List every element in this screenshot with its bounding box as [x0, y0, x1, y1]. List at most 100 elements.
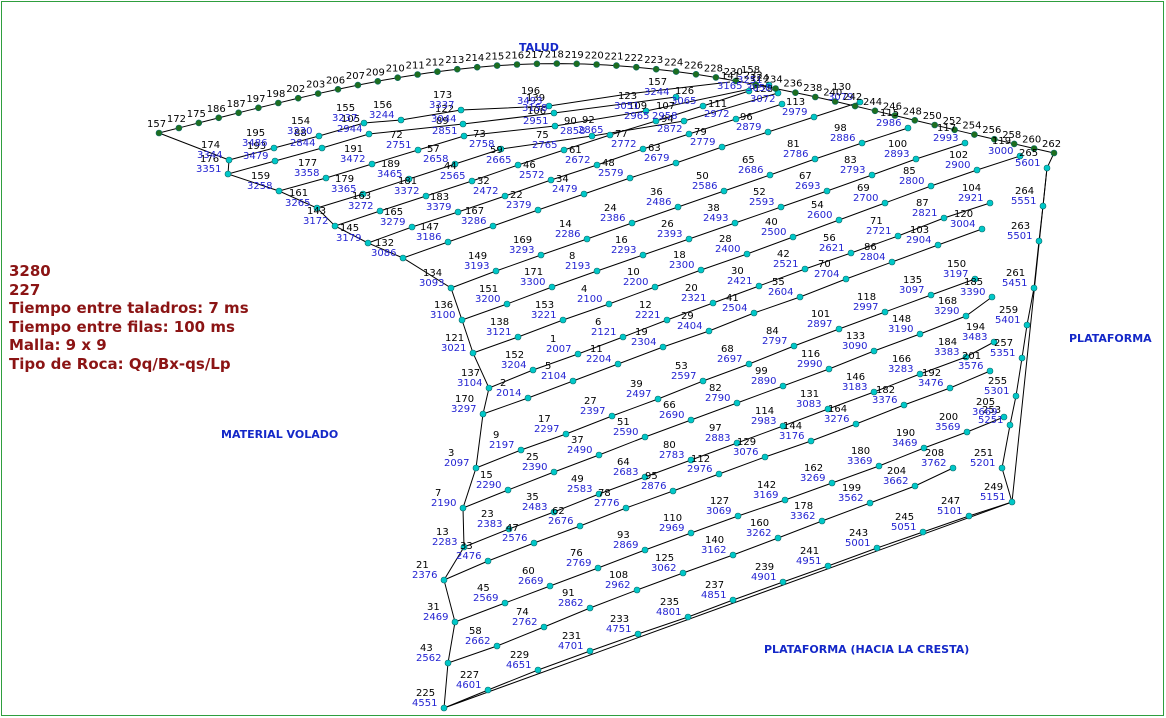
- hole-time-label: 2986: [876, 118, 901, 129]
- hole-id-label: 31: [427, 602, 440, 613]
- hole-id-label: 170: [455, 394, 474, 405]
- hole-time-label: 2897: [807, 319, 832, 330]
- blast-hole-marker: [594, 564, 602, 572]
- tie-line-row: [278, 84, 770, 192]
- hole-id-label: 91: [562, 588, 575, 599]
- crest-hole-marker: [573, 60, 581, 68]
- hole-id-label: 104: [962, 183, 981, 194]
- blast-hole-marker: [946, 384, 954, 392]
- crest-hole-id-label: 228: [704, 63, 723, 74]
- hole-id-label: 74: [516, 607, 529, 618]
- hole-time-label: 2721: [866, 226, 891, 237]
- hole-id-label: 128: [754, 84, 773, 95]
- total-time: 3280: [9, 262, 51, 280]
- hole-id-label: 138: [490, 317, 509, 328]
- hole-id-label: 161: [289, 188, 308, 199]
- hole-time-label: 2383: [477, 519, 502, 530]
- hole-time-label: 3283: [888, 364, 913, 375]
- hole-time-label: 2097: [444, 458, 469, 469]
- hole-time-label: 2379: [506, 200, 531, 211]
- hole-id-label: 144: [783, 421, 802, 432]
- hole-id-label: 70: [818, 259, 831, 270]
- blast-hole-marker: [459, 504, 467, 512]
- hole-time-label: 5601: [1015, 158, 1040, 169]
- blast-hole-marker: [376, 207, 384, 215]
- hole-time-label: 5551: [1011, 196, 1036, 207]
- hole-id-label: 241: [800, 546, 819, 557]
- blast-hole-marker: [1018, 354, 1026, 362]
- blast-hole-marker: [619, 333, 627, 341]
- hole-id-label: 15: [480, 470, 493, 481]
- blast-hole-marker: [225, 156, 233, 164]
- hole-time-label: 2900: [945, 160, 970, 171]
- hole-id-label: 89: [436, 116, 449, 127]
- hole-id-label: 183: [430, 192, 449, 203]
- hole-id-label: 55: [772, 277, 785, 288]
- blast-hole-marker: [271, 157, 279, 165]
- hole-time-label: 2872: [657, 124, 682, 135]
- hole-id-label: 17: [538, 414, 551, 425]
- blast-hole-marker: [608, 412, 616, 420]
- blast-hole-marker: [641, 546, 649, 554]
- hole-id-label: 46: [523, 160, 536, 171]
- blast-hole-marker: [365, 130, 373, 138]
- hole-time-label: 2965: [624, 111, 649, 122]
- hole-id-label: 149: [468, 251, 487, 262]
- blast-hole-marker: [593, 267, 601, 275]
- hole-time-label: 3051: [614, 101, 639, 112]
- hole-time-label: 3230: [287, 126, 312, 137]
- hole-id-label: 137: [461, 368, 480, 379]
- hole-time-label: 3000: [988, 146, 1013, 157]
- crest-hole-marker: [871, 107, 879, 115]
- crest-hole-marker: [971, 131, 978, 138]
- hole-id-label: 52: [753, 187, 766, 198]
- hole-id-label: 136: [434, 300, 453, 311]
- hole-time-label: 5501: [1007, 231, 1032, 242]
- blast-hole-marker: [881, 199, 889, 207]
- hole-id-label: 50: [696, 171, 709, 182]
- hole-id-label: 157: [648, 77, 667, 88]
- blast-hole-marker: [672, 93, 680, 101]
- blast-hole-marker: [835, 325, 843, 333]
- blast-hole-marker: [444, 238, 452, 246]
- hole-time-label: 2490: [567, 445, 592, 456]
- blast-hole-marker: [444, 659, 452, 667]
- hole-time-label: 3021: [441, 343, 466, 354]
- hole-time-label: 2569: [473, 593, 498, 604]
- crest-hole-marker: [1010, 140, 1018, 148]
- blast-hole-marker: [422, 192, 430, 200]
- blast-hole-marker: [458, 316, 466, 324]
- hole-id-label: 117: [937, 123, 956, 134]
- blast-hole-marker: [595, 451, 603, 459]
- crest-hole-id-label: 232: [744, 71, 763, 82]
- blast-hole-marker: [715, 470, 723, 478]
- hole-time-label: 3069: [706, 506, 731, 517]
- blast-hole-marker: [322, 174, 330, 182]
- blast-hole-marker: [586, 604, 594, 612]
- blast-hole-marker: [654, 395, 662, 403]
- hole-id-label: 249: [984, 482, 1003, 493]
- hole-time-label: 2800: [899, 176, 924, 187]
- blast-hole-marker: [505, 525, 513, 533]
- crest-hole-id-label: 211: [406, 61, 425, 72]
- hole-time-label: 4751: [606, 624, 631, 635]
- blast-hole-marker: [537, 251, 545, 259]
- blast-hole-marker: [408, 223, 416, 231]
- hole-id-label: 154: [291, 116, 310, 127]
- hole-time-label: 2662: [465, 636, 490, 647]
- hole-time-label: 2990: [797, 359, 822, 370]
- blast-outline-left: [158, 132, 490, 709]
- blast-hole-marker: [781, 496, 789, 504]
- blast-hole-marker: [580, 190, 588, 198]
- blast-hole-marker: [534, 666, 542, 674]
- hole-id-label: 150: [947, 259, 966, 270]
- crest-hole-id-label: 219: [565, 50, 584, 61]
- hole-time-label: 2193: [565, 261, 590, 272]
- crest-hole-marker: [294, 94, 302, 102]
- hole-time-label: 2921: [958, 193, 983, 204]
- hole-id-label: 199: [842, 483, 861, 494]
- hole-id-label: 261: [1006, 268, 1025, 279]
- blast-hole-marker: [779, 578, 787, 586]
- hole-time-label: 3293: [509, 245, 534, 256]
